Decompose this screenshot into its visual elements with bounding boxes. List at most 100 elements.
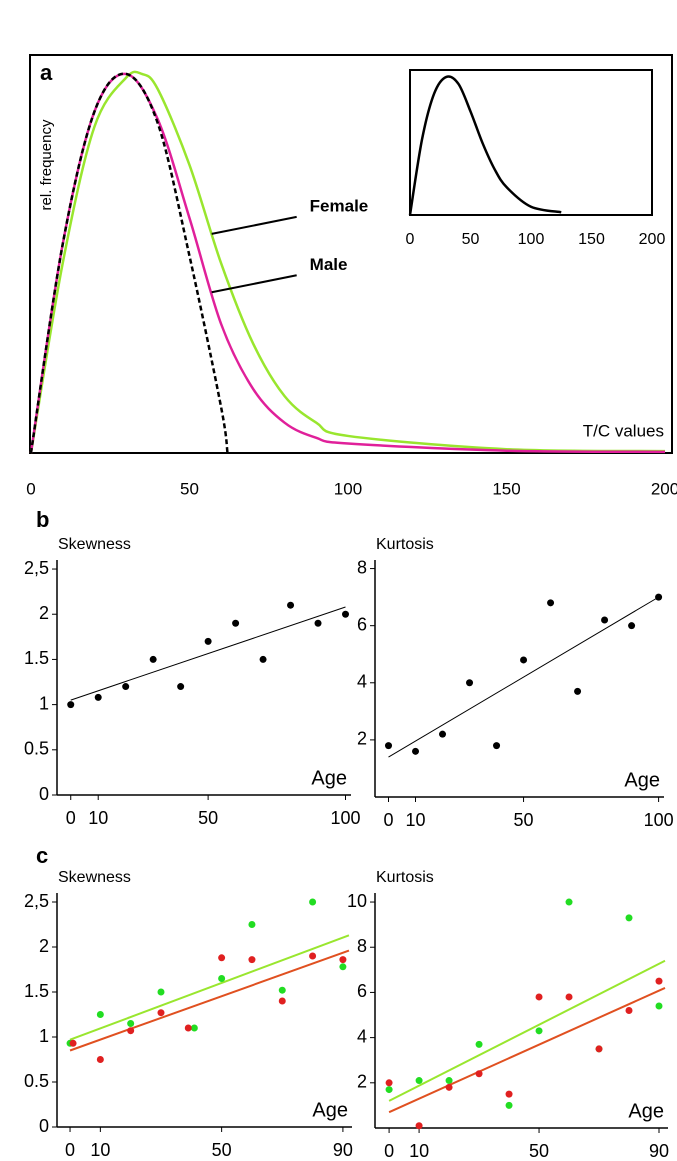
curve [408, 75, 562, 216]
curve [29, 70, 666, 454]
panel-label: a [40, 60, 53, 85]
x-axis-label: Age [628, 1100, 664, 1122]
y-axis-label: Kurtosis [376, 869, 434, 886]
trend-line [69, 934, 350, 1041]
point [314, 619, 322, 627]
y-axis-label: Skewness [58, 536, 131, 553]
point [493, 742, 501, 750]
point [339, 956, 347, 964]
point [574, 687, 582, 695]
point [655, 593, 663, 601]
y-tick-label: 2 [357, 1072, 367, 1092]
point [309, 898, 317, 906]
point [248, 956, 256, 964]
y-tick-label: 2,5 [24, 558, 49, 578]
point [565, 898, 573, 906]
point [96, 1056, 104, 1063]
x-tick-label: 10 [409, 1141, 429, 1161]
x-axis-label: Age [312, 1099, 348, 1121]
x-axis-label: Age [624, 769, 660, 791]
point [67, 701, 75, 709]
x-tick-label: 0 [406, 231, 415, 248]
x-tick-label: 0 [383, 810, 393, 830]
x-tick-label: 150 [492, 479, 520, 498]
x-tick-label: 200 [651, 479, 677, 498]
point [445, 1083, 453, 1091]
point [342, 610, 350, 618]
point [505, 1101, 513, 1109]
trend-line [70, 606, 346, 701]
y-axis-label: Skewness [58, 869, 131, 886]
x-tick-label: 100 [334, 479, 362, 498]
y-tick-label: 1.5 [24, 648, 49, 668]
point [127, 1027, 135, 1035]
y-tick-label: 2 [39, 936, 49, 956]
frame [409, 69, 653, 216]
panel-label: c [36, 843, 48, 868]
point [385, 1086, 393, 1094]
point [190, 1024, 198, 1032]
y-tick-label: 8 [357, 557, 367, 577]
y-tick-label: 4 [357, 1026, 367, 1046]
y-tick-label: 8 [357, 936, 367, 956]
y-tick-label: 2 [39, 603, 49, 623]
x-axis-label: T/C values [583, 421, 664, 440]
y-tick-label: 0.5 [24, 739, 49, 759]
y-tick-label: 1 [39, 693, 49, 713]
point [535, 993, 543, 1001]
point [96, 1011, 104, 1018]
point [445, 1077, 453, 1085]
point [385, 742, 393, 750]
point [69, 1039, 77, 1047]
x-tick-label: 200 [639, 231, 666, 248]
frame [29, 54, 673, 454]
point [505, 1090, 513, 1098]
x-tick-label: 100 [330, 808, 360, 828]
point [248, 921, 256, 928]
point [535, 1027, 543, 1035]
point [595, 1045, 603, 1053]
point [475, 1040, 483, 1048]
y-tick-label: 0 [39, 1116, 49, 1136]
trend-line [388, 959, 666, 1102]
x-tick-label: 50 [198, 808, 218, 828]
y-tick-label: 2,5 [24, 891, 49, 911]
x-tick-label: 0 [26, 479, 35, 498]
point [218, 975, 226, 982]
point [177, 683, 185, 691]
point [204, 637, 212, 645]
x-tick-label: 50 [212, 1140, 232, 1160]
point [184, 1024, 192, 1032]
y-tick-label: 6 [357, 614, 367, 634]
x-tick-label: 10 [405, 810, 425, 830]
y-tick-label: 1 [39, 1026, 49, 1046]
x-tick-label: 10 [88, 808, 108, 828]
series-label: Female [310, 196, 369, 215]
point [339, 963, 347, 971]
curve [29, 72, 666, 454]
point [475, 1070, 483, 1078]
point [127, 1020, 135, 1027]
x-tick-label: 0 [384, 1141, 394, 1161]
trend-line [69, 949, 350, 1052]
point [385, 1079, 393, 1087]
x-tick-label: 50 [462, 231, 480, 248]
trend-line [388, 596, 659, 758]
x-tick-label: 50 [180, 479, 199, 498]
leader-line [211, 274, 297, 294]
y-tick-label: 2 [357, 729, 367, 749]
x-tick-label: 10 [90, 1140, 110, 1160]
point [157, 1009, 165, 1017]
x-tick-label: 0 [66, 808, 76, 828]
x-tick-label: 50 [514, 810, 534, 830]
point [287, 601, 295, 609]
y-axis-label: rel. frequency [38, 119, 55, 210]
x-tick-label: 50 [529, 1141, 549, 1161]
x-tick-label: 90 [333, 1140, 353, 1160]
point [565, 993, 573, 1001]
y-tick-label: 0.5 [24, 1071, 49, 1091]
point [601, 616, 609, 624]
x-tick-label: 100 [644, 810, 674, 830]
point [415, 1077, 423, 1085]
